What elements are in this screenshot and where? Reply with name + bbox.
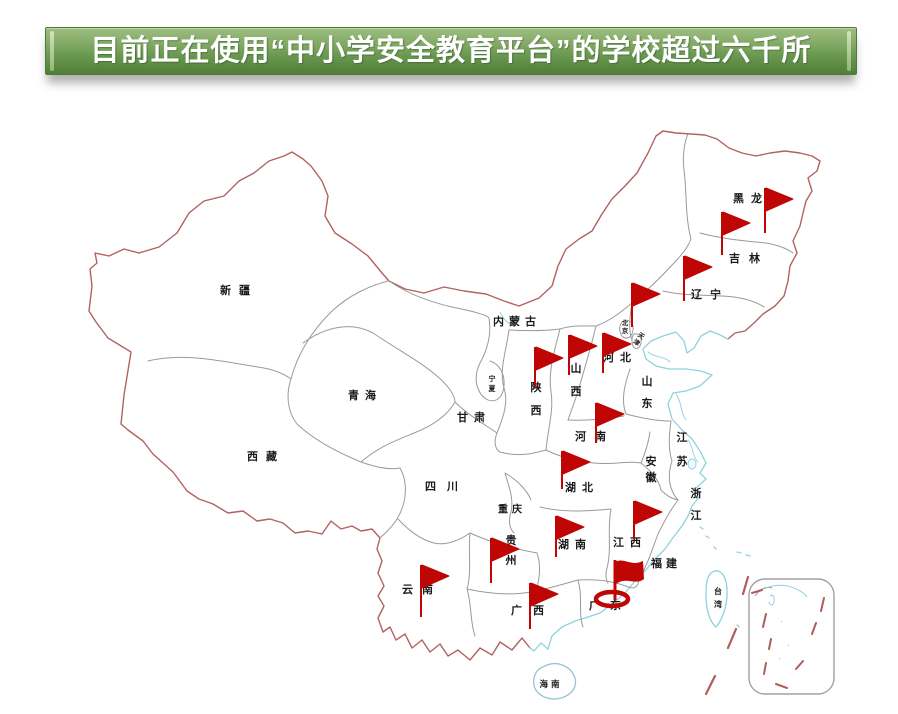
nine-dash-line [704,575,750,696]
province-label-shanxi: 山西 [571,361,582,398]
province-label-henan: 河南 [575,429,615,443]
flag-marker-hubei [561,450,591,489]
flag-pennant [722,211,751,236]
province-label-tianjin: 天津 [632,330,647,347]
flag-marker-shanxi [568,334,598,375]
flag-pennant [556,515,585,540]
province-label-heilongjiang: 黑龙 [733,191,769,205]
title-banner: 目前正在使用“中小学安全教育平台”的学校超过六千所 [45,27,857,75]
province-label-xizang: 西藏 [247,449,285,463]
flag-pennant [684,255,713,280]
province-label-anhui: 安徽 [645,454,658,484]
flag-pennant [634,500,663,525]
flag-base-ring [593,589,631,609]
province-label-jilin: 吉林 [729,251,769,265]
province-label-hubei: 湖北 [565,480,599,494]
province-label-liaoning: 辽宁 [691,287,729,301]
inset-dash-line [751,589,825,689]
province-label-zhejiang: 浙江 [691,486,702,522]
province-label-hunan: 湖南 [558,537,592,551]
flag-pennant [421,564,450,589]
flag-pennant [530,582,559,607]
flag-pennant [535,346,564,371]
flag-marker-guangdong [593,560,644,609]
province-label-neimenggu: 内蒙古 [493,314,541,328]
flag-marker-heilongjiang [764,187,794,233]
flag-pennant [596,402,625,427]
flag-marker-hebei [602,332,632,373]
province-label-jiangxi: 江西 [613,535,647,549]
province-labels-layer: 黑龙吉林辽宁内蒙古新疆西藏青海甘肃宁夏陕西山西河北北京天津山东河南江苏安徽浙江湖… [220,191,769,689]
banner-bevel-left [50,31,54,71]
banner-title: 目前正在使用“中小学安全教育平台”的学校超过六千所 [90,35,812,67]
flag-marker-hunan [555,515,585,557]
province-label-guizhou: 贵州 [505,533,517,567]
national-border [88,130,821,661]
hainan-island [533,663,577,700]
flag-marker-jilin-north [721,211,751,255]
province-label-jiangsu: 江苏 [677,430,688,468]
province-borders [147,133,794,637]
province-label-qinghai: 青海 [348,388,382,402]
coastline [499,311,751,700]
province-label-fujian: 福建 [650,556,681,570]
province-label-ningxia: 宁夏 [488,374,497,393]
flag-marker-shaanxi [534,346,564,387]
flag-banner [615,560,644,584]
taiwan-island [705,570,728,628]
province-label-hainan: 海南 [539,679,562,689]
banner-bevel-right [847,31,851,71]
province-label-sichuan: 四川 [425,480,469,493]
south-china-sea-inset [748,578,835,695]
province-label-guangxi: 广西 [511,603,555,617]
flag-pennant [603,332,632,357]
province-label-chongqing: 重庆 [498,503,526,516]
flag-marker-liaoning-east [683,255,713,301]
flag-pennant [562,450,591,475]
flag-marker-yunnan [420,564,450,617]
flag-pennant [569,334,598,359]
flag-marker-guangxi [529,582,559,629]
province-label-taiwan: 台湾 [714,586,722,609]
province-label-gansu: 甘肃 [457,410,491,424]
province-label-xinjiang: 新疆 [220,283,258,297]
flag-marker-liaoning-west [631,282,661,327]
flag-markers-layer [420,187,794,629]
flag-pennant [632,282,661,307]
flag-marker-jiangxi [633,500,663,539]
flag-marker-henan [595,402,625,443]
province-label-shandong: 山东 [642,374,653,410]
flag-marker-guizhou [490,537,520,583]
flag-pennant [765,187,794,212]
province-label-beijing: 北京 [622,318,629,335]
flag-pennant [491,537,520,562]
